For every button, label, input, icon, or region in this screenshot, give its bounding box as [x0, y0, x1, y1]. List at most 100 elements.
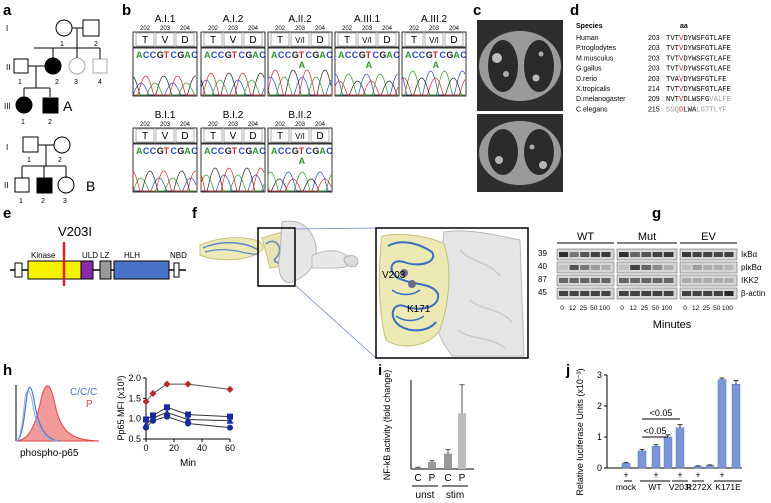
blot-timepoint: 25 — [580, 305, 588, 312]
significance-label: <0.05 — [644, 426, 667, 436]
amino-acid: V — [230, 131, 237, 142]
pedigree-family-b: I II 1 2 1 2 3 B — [4, 136, 95, 205]
base-call: C — [373, 50, 380, 60]
panel-label-c: c — [473, 2, 481, 19]
blot-timepoint: 50 — [713, 305, 721, 312]
blot-band — [703, 291, 713, 296]
codon-number: 203 — [362, 26, 373, 32]
codon-number: 204 — [449, 26, 460, 32]
hlh-domain — [113, 260, 170, 280]
base-call: G — [446, 50, 453, 60]
variant-base: A — [299, 156, 306, 166]
blot-timepoint: 12 — [692, 305, 700, 312]
base-call: C — [259, 146, 266, 156]
alignment-species: C.elegans — [576, 106, 608, 113]
category-label: C — [444, 473, 451, 484]
alignment-position: 203 — [648, 55, 660, 62]
y-tick-label: 1.5 — [128, 393, 141, 403]
amino-acid: V/I — [429, 36, 439, 45]
base-call: A — [319, 50, 326, 60]
codon-number: 203 — [295, 26, 306, 32]
blot-xlabel: Minutes — [653, 319, 692, 331]
base-call: T — [232, 50, 238, 60]
sample-label: B.I.1 — [155, 110, 176, 121]
svg-text:2: 2 — [55, 79, 59, 86]
panel-label-d: d — [570, 2, 579, 19]
data-point — [227, 424, 233, 431]
category-label: C — [414, 473, 421, 484]
base-call: A — [405, 50, 412, 60]
bar — [428, 461, 436, 469]
plus-tick: + — [677, 470, 682, 480]
codon-number: 202 — [342, 26, 353, 32]
blot-band — [703, 278, 713, 283]
svg-text:3: 3 — [74, 79, 78, 86]
sample-label: A.II.2 — [288, 14, 312, 25]
base-call: C — [150, 146, 157, 156]
blot-mw-marker: 45 — [538, 288, 547, 297]
blot-timepoint: 12 — [630, 305, 638, 312]
codon-number: 204 — [248, 122, 259, 128]
pedigree-family-a: I II III 1 2 1 2 3 4 1 2 A — [4, 19, 108, 126]
codon-number: 203 — [429, 26, 440, 32]
alignment-sequence: TVAVDYWSFGTLFE — [666, 76, 727, 84]
trace — [200, 167, 265, 192]
data-point — [227, 413, 233, 420]
bar — [414, 467, 422, 469]
control-histogram-2 — [15, 389, 59, 442]
blot-band — [682, 291, 692, 296]
blot-band — [619, 278, 629, 283]
trace — [334, 73, 399, 96]
data-point — [150, 417, 156, 424]
data-point — [163, 380, 171, 388]
amino-acid: D — [181, 35, 188, 46]
blot-timepoint: 0 — [620, 305, 624, 312]
base-call: G — [312, 146, 319, 156]
trace — [268, 178, 331, 192]
base-call: C — [171, 146, 178, 156]
blot-protein-label: IκBα — [741, 250, 758, 259]
blot-band — [652, 291, 663, 296]
base-call: C — [419, 50, 426, 60]
amino-acid: D — [383, 35, 390, 46]
base-call: G — [157, 50, 164, 60]
codon-number: 203 — [160, 122, 171, 128]
base-call: G — [312, 50, 319, 60]
blot-band — [630, 278, 640, 283]
bar — [705, 465, 715, 469]
svg-text:LZ: LZ — [100, 251, 109, 260]
blot-band — [692, 252, 702, 257]
residue-label-k171: K171 — [407, 304, 431, 315]
control-histogram-1 — [15, 386, 61, 442]
base-call: C — [239, 146, 246, 156]
plus-tick: + — [623, 470, 628, 480]
base-call: C — [352, 50, 359, 60]
data-point — [142, 398, 150, 406]
base-call: A — [319, 146, 326, 156]
variant-base: A — [299, 60, 306, 70]
trace — [401, 70, 466, 96]
blot-timepoint: 50 — [652, 305, 660, 312]
blot-timepoint: 25 — [641, 305, 649, 312]
data-point — [149, 389, 157, 397]
data-point — [163, 409, 171, 416]
bar — [458, 413, 466, 469]
alignment-species: P.troglodytes — [576, 45, 616, 52]
blot-band — [663, 291, 674, 296]
amino-acid: T — [344, 35, 350, 46]
pedigree-female-affected — [44, 57, 62, 75]
trace — [267, 69, 332, 96]
blot-band — [590, 252, 600, 257]
bar — [651, 446, 661, 469]
data-point — [226, 385, 234, 393]
variant-label: V203I — [58, 224, 92, 239]
amino-acid: T — [277, 35, 283, 46]
blot-band — [590, 291, 600, 296]
codon-number: 204 — [180, 122, 191, 128]
data-point — [143, 424, 149, 431]
base-call: A — [184, 50, 191, 60]
alignment-sequence: TVTVDYWSFGTLAFE — [666, 66, 731, 74]
trace — [402, 77, 465, 96]
trace — [201, 72, 264, 96]
